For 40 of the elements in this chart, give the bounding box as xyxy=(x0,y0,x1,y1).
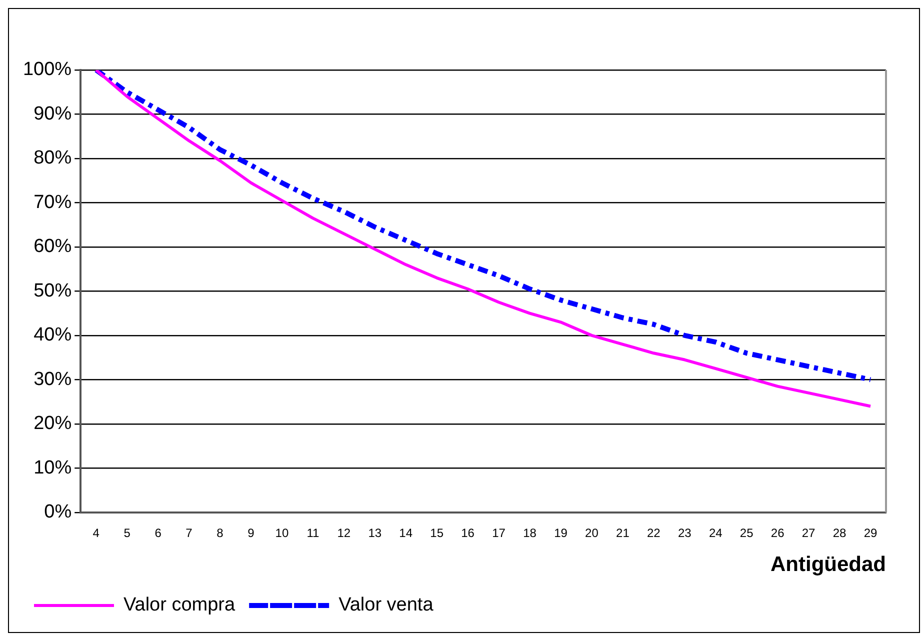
x-tick-label: 22 xyxy=(646,526,661,540)
x-tick-label: 19 xyxy=(554,526,568,540)
x-tick-label: 20 xyxy=(585,526,599,540)
x-tick-label: 15 xyxy=(430,526,444,540)
y-tick-label: 20% xyxy=(34,413,72,434)
x-tick-label: 5 xyxy=(124,526,131,540)
x-tick-label: 24 xyxy=(708,526,723,540)
x-axis-title: Antigüedad xyxy=(770,553,886,576)
legend-label: Valor compra xyxy=(124,594,236,616)
x-tick-label: 25 xyxy=(740,526,754,540)
y-tick-label: 30% xyxy=(34,368,72,390)
x-tick-label: 27 xyxy=(802,526,816,540)
x-tick-label: 11 xyxy=(306,526,320,540)
x-tick-label: 7 xyxy=(186,526,193,540)
x-tick-label: 28 xyxy=(832,526,847,540)
y-tick-label: 60% xyxy=(34,236,72,258)
x-tick-label: 4 xyxy=(92,526,100,540)
x-tick-label: 21 xyxy=(616,526,630,540)
y-tick-label: 10% xyxy=(34,457,72,478)
y-tick-label: 80% xyxy=(34,148,72,169)
x-tick-label: 13 xyxy=(368,526,382,540)
y-tick-label: 70% xyxy=(34,192,72,213)
x-tick-label: 8 xyxy=(216,526,224,540)
y-tick-label: 0% xyxy=(44,502,72,523)
x-tick-label: 9 xyxy=(248,526,255,540)
x-tick-label: 26 xyxy=(770,526,785,540)
x-tick-label: 23 xyxy=(678,526,692,540)
x-tick-label: 16 xyxy=(461,526,475,540)
y-tick-label: 100% xyxy=(22,59,72,80)
x-tick-label: 10 xyxy=(275,526,289,540)
legend-label: Valor venta xyxy=(338,594,434,616)
x-tick-label: 18 xyxy=(523,526,537,540)
x-tick-label: 14 xyxy=(399,526,413,540)
x-tick-label: 6 xyxy=(154,526,162,540)
y-tick-label: 40% xyxy=(34,324,72,346)
y-tick-label: 90% xyxy=(34,103,72,124)
x-tick-label: 29 xyxy=(864,526,878,540)
x-tick-label: 12 xyxy=(337,526,351,540)
x-tick-label: 17 xyxy=(492,526,506,540)
y-tick-label: 50% xyxy=(34,280,72,302)
